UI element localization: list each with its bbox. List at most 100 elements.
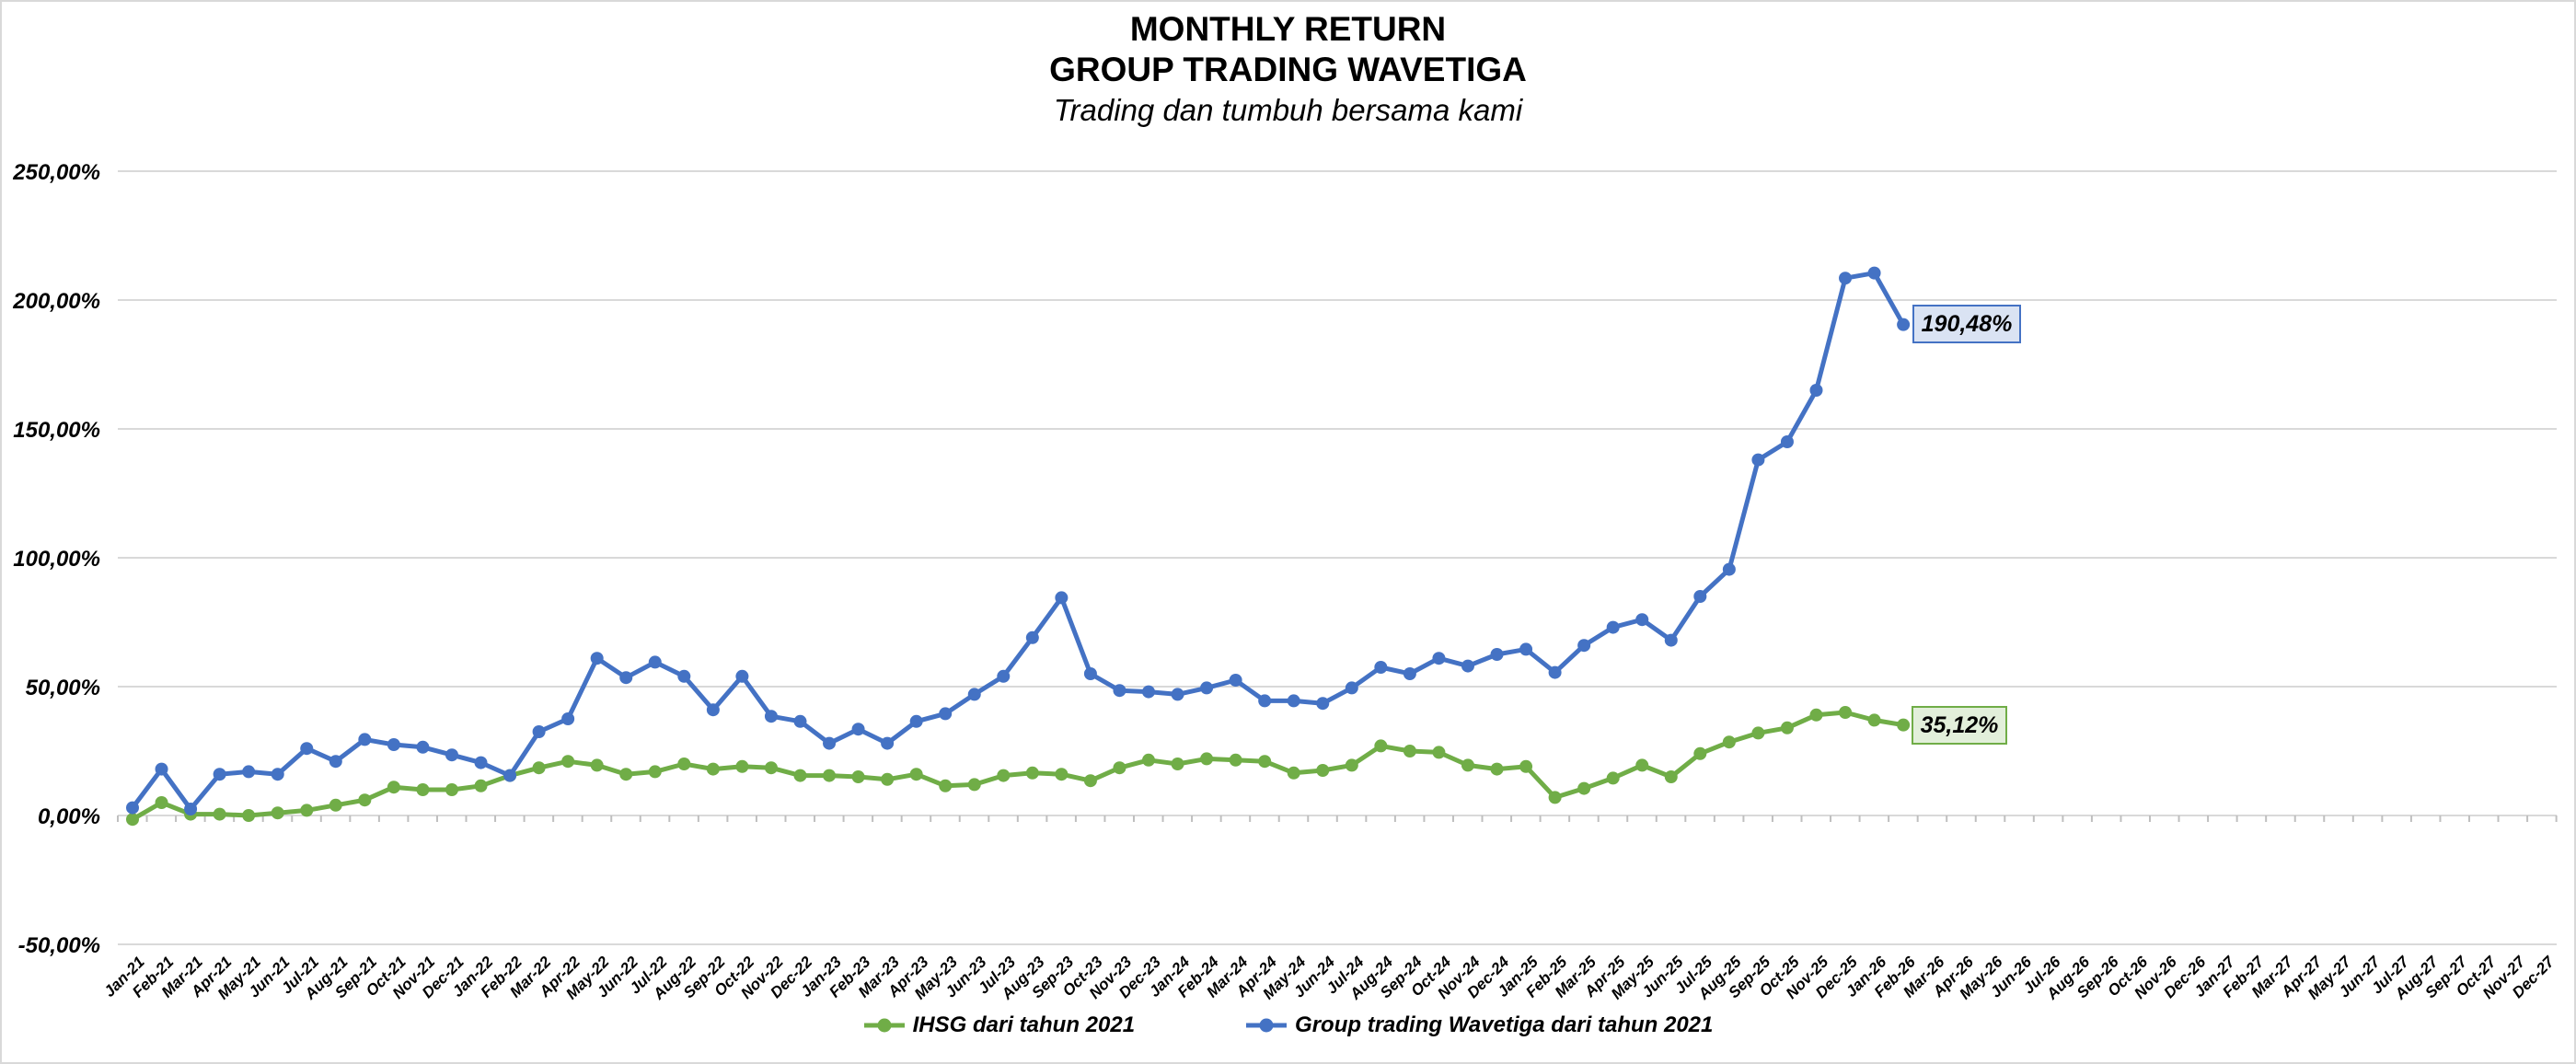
wavetiga-data-point [1345, 681, 1358, 695]
ihsg-data-point [1519, 759, 1533, 773]
ihsg-data-point [619, 768, 633, 781]
ihsg-data-point [213, 807, 226, 821]
wavetiga-data-point [329, 755, 342, 769]
ihsg-data-point [764, 761, 778, 775]
ihsg-data-point [329, 798, 342, 812]
chart-legend: IHSG dari tahun 2021 Group trading Wavet… [2, 1012, 2574, 1038]
wavetiga-data-point [1316, 697, 1330, 711]
ihsg-data-point [300, 804, 314, 817]
ihsg-data-point [271, 806, 284, 820]
ihsg-data-point [416, 783, 430, 796]
ihsg-data-point [474, 779, 488, 792]
wavetiga-data-point [706, 703, 720, 717]
legend-item-wavetiga: Group trading Wavetiga dari tahun 2021 [1245, 1012, 1713, 1038]
wavetiga-data-point [1083, 667, 1097, 680]
ihsg-data-point [1751, 726, 1765, 740]
wavetiga-data-point [358, 733, 372, 746]
wavetiga-data-point [387, 738, 400, 751]
ihsg-data-point [1345, 758, 1358, 772]
wavetiga-data-point [1374, 661, 1388, 674]
ihsg-data-point [387, 781, 400, 794]
wavetiga-data-point [1229, 674, 1242, 687]
ihsg-data-point [1461, 758, 1474, 772]
wavetiga-data-point [445, 748, 458, 762]
wavetiga-data-point [881, 736, 895, 750]
ihsg-data-point [155, 796, 168, 809]
wavetiga-data-point [1171, 688, 1184, 701]
ihsg-data-point [1258, 755, 1272, 769]
ihsg-data-point [909, 768, 923, 781]
wavetiga-data-point [1258, 694, 1272, 708]
ihsg-data-point [1171, 758, 1184, 770]
ihsg-data-point [1839, 706, 1853, 719]
ihsg-data-point [1229, 753, 1242, 767]
ihsg-data-point [1722, 735, 1736, 749]
wavetiga-data-point [1142, 685, 1156, 699]
legend-item-ihsg: IHSG dari tahun 2021 [863, 1012, 1135, 1038]
wavetiga-data-point [1693, 590, 1707, 603]
wavetiga-data-point [619, 671, 633, 685]
wavetiga-data-point [997, 669, 1011, 683]
ihsg-end-value-label: 35,12% [1912, 706, 2007, 745]
wavetiga-data-point [1548, 665, 1562, 679]
wavetiga-data-point [1751, 453, 1765, 467]
wavetiga-data-point [1780, 435, 1794, 448]
ihsg-data-point [939, 779, 953, 792]
wavetiga-data-point [213, 768, 226, 781]
wavetiga-data-point [1897, 318, 1911, 331]
wavetiga-data-point [851, 723, 865, 736]
ihsg-data-point [1577, 781, 1591, 795]
wavetiga-data-point [823, 736, 837, 750]
wavetiga-data-point [1403, 667, 1416, 680]
ihsg-data-point [1025, 766, 1039, 780]
ihsg-data-point [1693, 746, 1707, 760]
wavetiga-data-point [1055, 591, 1069, 605]
wavetiga-data-point [1577, 639, 1591, 653]
wavetiga-data-point [155, 762, 168, 776]
ihsg-data-point [851, 770, 865, 783]
series-line-wavetiga [130, 271, 1906, 812]
ihsg-data-point [997, 769, 1011, 782]
wavetiga-data-point [764, 710, 778, 723]
ihsg-data-point [445, 783, 458, 796]
wavetiga-data-point [1461, 659, 1474, 673]
wavetiga-data-point [1839, 272, 1853, 285]
wavetiga-data-point [590, 652, 604, 665]
ihsg-data-point [1664, 770, 1678, 783]
y-axis-tick-label: 100,00% [13, 547, 100, 572]
ihsg-data-point [561, 755, 575, 769]
wavetiga-data-point [126, 801, 139, 815]
ihsg-data-point [1316, 764, 1330, 777]
chart-title-line1: MONTHLY RETURN [1129, 10, 1447, 48]
wavetiga-data-point [1867, 266, 1881, 280]
wavetiga-data-point [1809, 384, 1823, 397]
wavetiga-data-point [909, 714, 923, 728]
wavetiga-data-point [271, 768, 284, 781]
wavetiga-data-point [1025, 630, 1039, 644]
wavetiga-data-point [184, 803, 198, 815]
ihsg-data-point [532, 761, 546, 775]
ihsg-data-point [1055, 768, 1069, 781]
ihsg-data-point [823, 769, 837, 782]
ihsg-data-point [590, 758, 604, 772]
wavetiga-data-point [1490, 648, 1504, 661]
ihsg-data-point [1897, 718, 1911, 732]
wavetiga-data-point [474, 756, 488, 769]
ihsg-data-point [1432, 746, 1446, 759]
y-axis-tick-label: 50,00% [26, 676, 100, 700]
y-axis-tick-label: 0,00% [38, 804, 100, 829]
wavetiga-data-point [1635, 613, 1649, 627]
wavetiga-data-point [1606, 620, 1620, 634]
wavetiga-data-point [561, 712, 575, 725]
ihsg-data-point [1287, 766, 1300, 780]
wavetiga-data-point [1287, 694, 1300, 708]
legend-label-wavetiga: Group trading Wavetiga dari tahun 2021 [1295, 1012, 1714, 1037]
wavetiga-data-point [1722, 562, 1736, 576]
wavetiga-data-point [793, 714, 807, 728]
ihsg-data-point [967, 778, 981, 792]
wavetiga-series-marker-icon [1246, 1018, 1288, 1033]
wavetiga-data-point [648, 655, 662, 669]
ihsg-data-point [677, 758, 691, 770]
wavetiga-data-point [735, 669, 749, 683]
